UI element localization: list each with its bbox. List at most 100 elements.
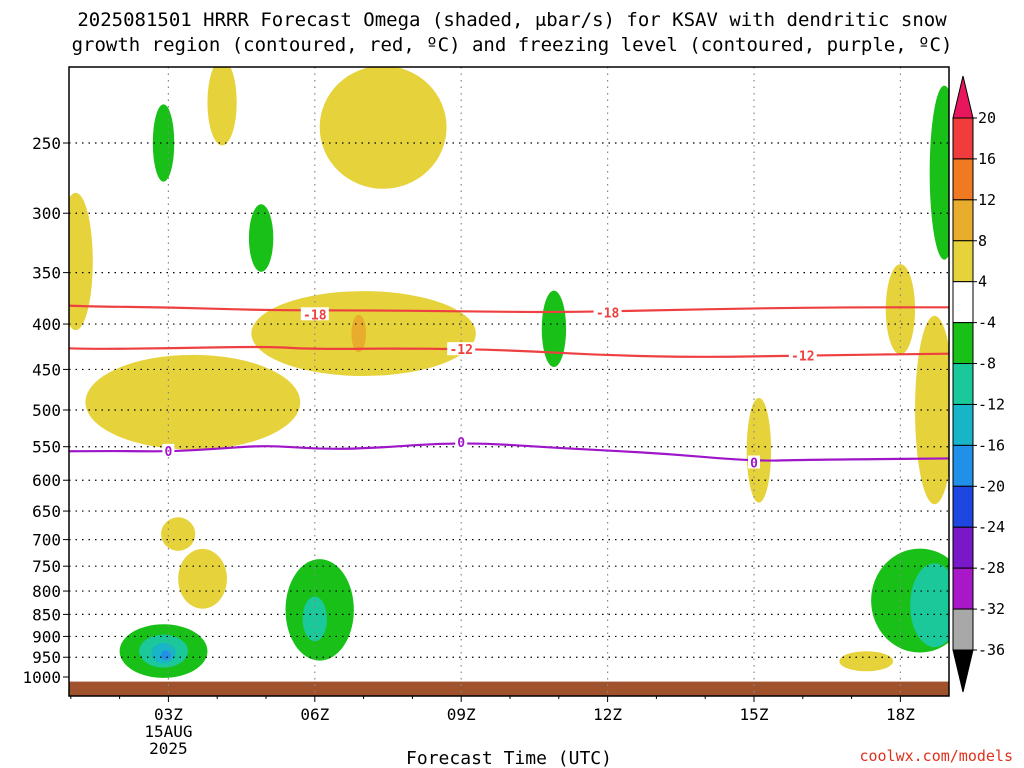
colorbar-label: -20 [978, 477, 1005, 495]
contour-label-bg [593, 305, 622, 319]
colorbar-label: -36 [978, 641, 1005, 659]
colorbar-box [952, 281, 974, 324]
omega-region-pos4 [85, 354, 301, 450]
x-axis-label: Forecast Time (UTC) [406, 748, 612, 768]
y-tick-label: 1000 [22, 668, 61, 687]
x-date-label: 2025 [149, 739, 188, 758]
colorbar: 20 16 12 8 4 -4 -8 -12 -16 -20 -24 -28 -32 -36 [952, 75, 1005, 693]
contour-label: 0 [750, 456, 758, 471]
contour-label-bg [300, 307, 329, 321]
y-tick-label: 750 [32, 557, 61, 576]
omega-shading-layer [69, 67, 949, 678]
colorbar-box [952, 403, 974, 446]
x-tick-label: 09Z [447, 705, 476, 724]
omega-region-neg4 [152, 104, 175, 182]
contour-label: -18 [596, 306, 620, 321]
colorbar-box [952, 526, 974, 569]
omega-region-neg4 [929, 85, 949, 260]
contour-label: -12 [791, 349, 814, 364]
colorbar-label: -16 [978, 436, 1005, 454]
contour-label: -18 [303, 308, 327, 323]
y-tick-label: 450 [32, 360, 61, 379]
dgz-contour--12 [69, 345, 949, 358]
credit-text: coolwx.com/models [859, 747, 1013, 765]
contour-label-bg [162, 443, 175, 457]
x-tick-label: 15Z [740, 705, 769, 724]
colorbar-label: -4 [978, 314, 996, 332]
y-tick-label: 500 [32, 401, 61, 420]
colorbar-box [952, 158, 974, 201]
contour-label-bg [447, 342, 476, 356]
colorbar-label: 12 [978, 191, 996, 209]
colorbar-label: 4 [978, 273, 987, 291]
colorbar-label: 8 [978, 232, 987, 250]
x-tick-label: 18Z [886, 705, 915, 724]
omega-region-neg8 [302, 596, 327, 642]
y-tick-label: 900 [32, 627, 61, 646]
colorbar-label: 16 [978, 150, 996, 168]
colorbar-label: 20 [978, 109, 996, 127]
dgz-contour--18 [69, 304, 949, 314]
omega-region-pos4 [319, 67, 447, 189]
contour-label-bg [455, 434, 468, 448]
contour-label: 0 [164, 445, 172, 460]
omega-region-pos4 [69, 192, 93, 331]
omega-region-pos8 [351, 314, 367, 353]
colorbar-box [952, 117, 974, 160]
omega-region-pos4 [161, 517, 196, 551]
x-tick-label: 12Z [593, 705, 622, 724]
plot-frame [68, 66, 950, 697]
y-tick-label: 950 [32, 648, 61, 667]
y-tick-label: 850 [32, 605, 61, 624]
omega-region-neg16 [161, 650, 171, 661]
colorbar-label: -32 [978, 600, 1005, 618]
y-tick-label: 350 [32, 264, 61, 283]
omega-region-pos4 [915, 315, 949, 505]
x-tick-label: 06Z [300, 705, 329, 724]
omega-region-neg4 [541, 290, 567, 367]
freezing-level-contour [69, 442, 949, 462]
colorbar-label: -28 [978, 559, 1005, 577]
y-tick-label: 800 [32, 582, 61, 601]
omega-region-pos4 [885, 264, 916, 355]
omega-region-neg8 [910, 563, 949, 648]
colorbar-top-triangle [952, 75, 974, 119]
y-tick-label: 600 [32, 471, 61, 490]
y-tick-label: 300 [32, 204, 61, 223]
omega-region-neg4 [248, 204, 274, 272]
y-tick-label: 550 [32, 438, 61, 457]
grid-lines [69, 67, 949, 696]
x-date-label: 15AUG [144, 722, 192, 741]
y-tick-label: 700 [32, 531, 61, 550]
colorbar-box [952, 567, 974, 610]
colorbar-box [952, 485, 974, 528]
contour-label: 0 [457, 436, 465, 451]
colorbar-bottom-triangle [952, 649, 974, 693]
y-tick-label: 400 [32, 315, 61, 334]
pressure-axis: 250 300 350 400 450 500 550 600 650 700 750 800 850 9… [22, 134, 69, 687]
x-tick-label: 03Z [154, 705, 183, 724]
chart-title-line-2: growth region (contoured, red, ºC) and f… [71, 34, 953, 56]
y-tick-label: 650 [32, 502, 61, 521]
y-tick-label: 250 [32, 134, 61, 153]
contour-label-bg [788, 348, 817, 362]
colorbar-box [952, 444, 974, 487]
omega-region-pos4 [839, 651, 894, 672]
colorbar-label: -12 [978, 395, 1005, 413]
omega-region-pos4 [746, 397, 772, 503]
ground-surface [69, 681, 949, 696]
colorbar-label: -8 [978, 355, 996, 373]
colorbar-label: -24 [978, 518, 1005, 536]
colorbar-box [952, 199, 974, 242]
contour-lines-layer: -18 -18 -12 -12 0 0 0 [69, 304, 949, 471]
colorbar-box [952, 240, 974, 283]
contour-label-bg [748, 455, 760, 469]
colorbar-box [952, 608, 974, 651]
chart-title-line-1: 2025081501 HRRR Forecast Omega (shaded, … [77, 9, 947, 31]
contour-label: -12 [449, 343, 472, 358]
colorbar-box [952, 322, 974, 365]
colorbar-box [952, 363, 974, 405]
omega-region-pos4 [207, 67, 237, 146]
